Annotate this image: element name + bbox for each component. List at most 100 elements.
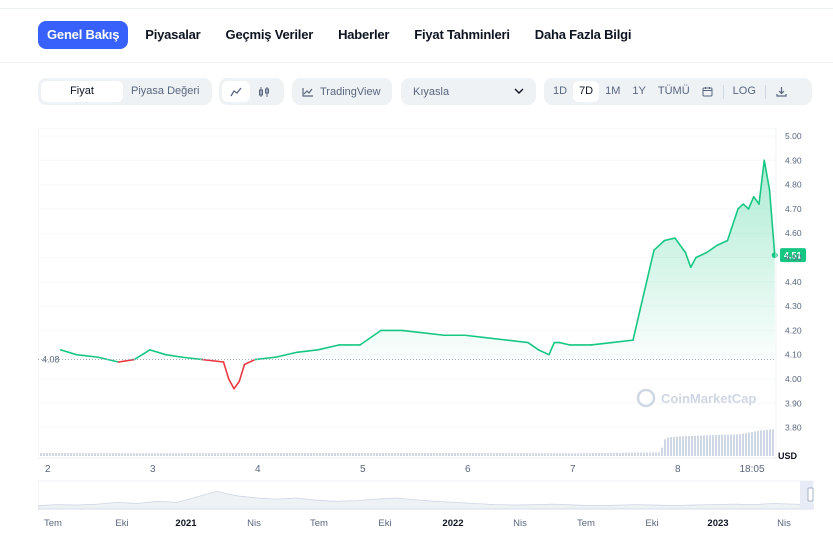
price-line-segment: [133, 349, 151, 361]
price-line-segment: [548, 341, 556, 356]
volume-bar: [337, 453, 339, 456]
y-tick-label: 4.30: [785, 301, 802, 311]
volume-bar: [343, 453, 345, 456]
volume-bar: [412, 453, 414, 456]
volume-bar: [766, 429, 768, 456]
volume-bar: [688, 435, 690, 456]
candlestick-icon: [259, 86, 269, 97]
volume-bar: [442, 453, 444, 456]
volume-bar: [721, 434, 723, 456]
calendar-button[interactable]: [696, 81, 719, 102]
volume-bar: [712, 435, 714, 456]
volume-bar: [331, 453, 333, 456]
range-divider: [722, 84, 724, 99]
price-line-segment: [763, 159, 771, 191]
volume-bar: [232, 453, 234, 456]
tab-price-predictions[interactable]: Fiyat Tahminleri: [414, 27, 510, 42]
volume-bar: [379, 453, 381, 456]
volume-bar: [265, 453, 267, 456]
volume-bar: [637, 452, 639, 456]
volume-bar: [448, 453, 450, 456]
tab-markets[interactable]: Piyasalar: [145, 27, 201, 42]
volume-bar: [658, 452, 660, 456]
volume-bar: [748, 432, 750, 456]
tradingview-button[interactable]: TradingView: [292, 78, 392, 105]
price-line-segment: [689, 256, 697, 269]
volume-bar: [580, 453, 582, 456]
tabs-divider: [0, 62, 833, 63]
volume-bar: [289, 453, 291, 456]
volume-bar: [454, 453, 456, 456]
candlestick-button[interactable]: [250, 81, 278, 102]
volume-bar: [382, 453, 384, 456]
range-1y[interactable]: 1Y: [632, 85, 646, 97]
compare-label: Kıyasla: [413, 85, 450, 98]
price-area: [60, 160, 775, 360]
price-line-segment: [75, 353, 99, 358]
line-chart-button[interactable]: [222, 81, 250, 102]
price-line-segment: [506, 339, 529, 344]
price-chart-svg[interactable]: 4.08 4.51 5.00 4.90 4.80 4.70 4.60 4.50 4.40 4.3…: [37, 127, 833, 529]
volume-bar: [718, 434, 720, 456]
download-button[interactable]: [770, 81, 793, 102]
volume-bar: [256, 453, 258, 456]
volume-bar: [163, 453, 165, 456]
volume-bar: [496, 453, 498, 456]
range-selector: 1D 7D 1M 1Y TÜMÜ LOG: [544, 78, 812, 105]
volume-bar: [400, 453, 402, 456]
volume-bar: [625, 452, 627, 456]
compare-dropdown[interactable]: Kıyasla: [401, 78, 536, 105]
volume-bar: [178, 453, 180, 456]
y-tick-label: 4.80: [785, 180, 802, 190]
volume-bar: [253, 453, 255, 456]
price-line-segment: [180, 356, 204, 361]
volume-bar: [757, 430, 759, 456]
volume-bar: [184, 453, 186, 456]
market-cap-toggle-button[interactable]: Piyasa Değeri: [131, 85, 200, 97]
volume-bar: [706, 435, 708, 456]
log-scale-button[interactable]: LOG: [732, 85, 756, 97]
volume-bar: [250, 453, 252, 456]
price-line-segment: [254, 356, 277, 361]
price-toggle-button[interactable]: Fiyat: [41, 81, 123, 102]
volume-bar: [409, 453, 411, 456]
volume-bar: [172, 453, 174, 456]
volume-bar: [685, 436, 687, 456]
volume-bar: [694, 435, 696, 456]
volume-bar: [514, 453, 516, 456]
range-1m[interactable]: 1M: [605, 85, 621, 97]
price-line-segment: [658, 239, 666, 247]
volume-bar: [298, 453, 300, 456]
volume-bar: [130, 453, 132, 456]
price-line-segment: [558, 341, 571, 346]
volume-bar: [655, 452, 657, 456]
volume-bar: [61, 453, 63, 456]
tab-news[interactable]: Haberler: [338, 27, 390, 42]
range-all[interactable]: TÜMÜ: [657, 85, 690, 97]
volume-bar: [541, 453, 543, 456]
current-price-label: 4.51: [784, 251, 802, 261]
price-line-segment: [611, 339, 634, 344]
y-unit-label: USD: [778, 451, 798, 461]
volume-bar: [304, 453, 306, 456]
volume-bar: [271, 453, 273, 456]
volume-bar: [58, 453, 60, 456]
price-line-segment: [227, 378, 235, 390]
tab-historical-data[interactable]: Geçmiş Veriler: [225, 27, 314, 42]
tab-overview[interactable]: Genel Bakış: [38, 21, 129, 49]
volume-bar: [286, 453, 288, 456]
volume-bar: [613, 452, 615, 456]
tab-more-info[interactable]: Daha Fazla Bilgi: [534, 27, 632, 42]
range-1d[interactable]: 1D: [553, 85, 568, 97]
volume-bar: [553, 453, 555, 456]
volume-bar: [133, 453, 135, 456]
volume-bar: [601, 452, 603, 456]
volume-bar: [181, 453, 183, 456]
price-chart[interactable]: 4.08 4.51 5.00 4.90 4.80 4.70 4.60 4.50 4.40 4.3…: [37, 127, 833, 529]
volume-bar: [550, 453, 552, 456]
volume-bar: [433, 453, 435, 456]
volume-bar: [280, 453, 282, 456]
range-7d[interactable]: 7D: [573, 81, 600, 102]
navigator-handle[interactable]: [807, 487, 814, 502]
volume-bar: [325, 453, 327, 456]
